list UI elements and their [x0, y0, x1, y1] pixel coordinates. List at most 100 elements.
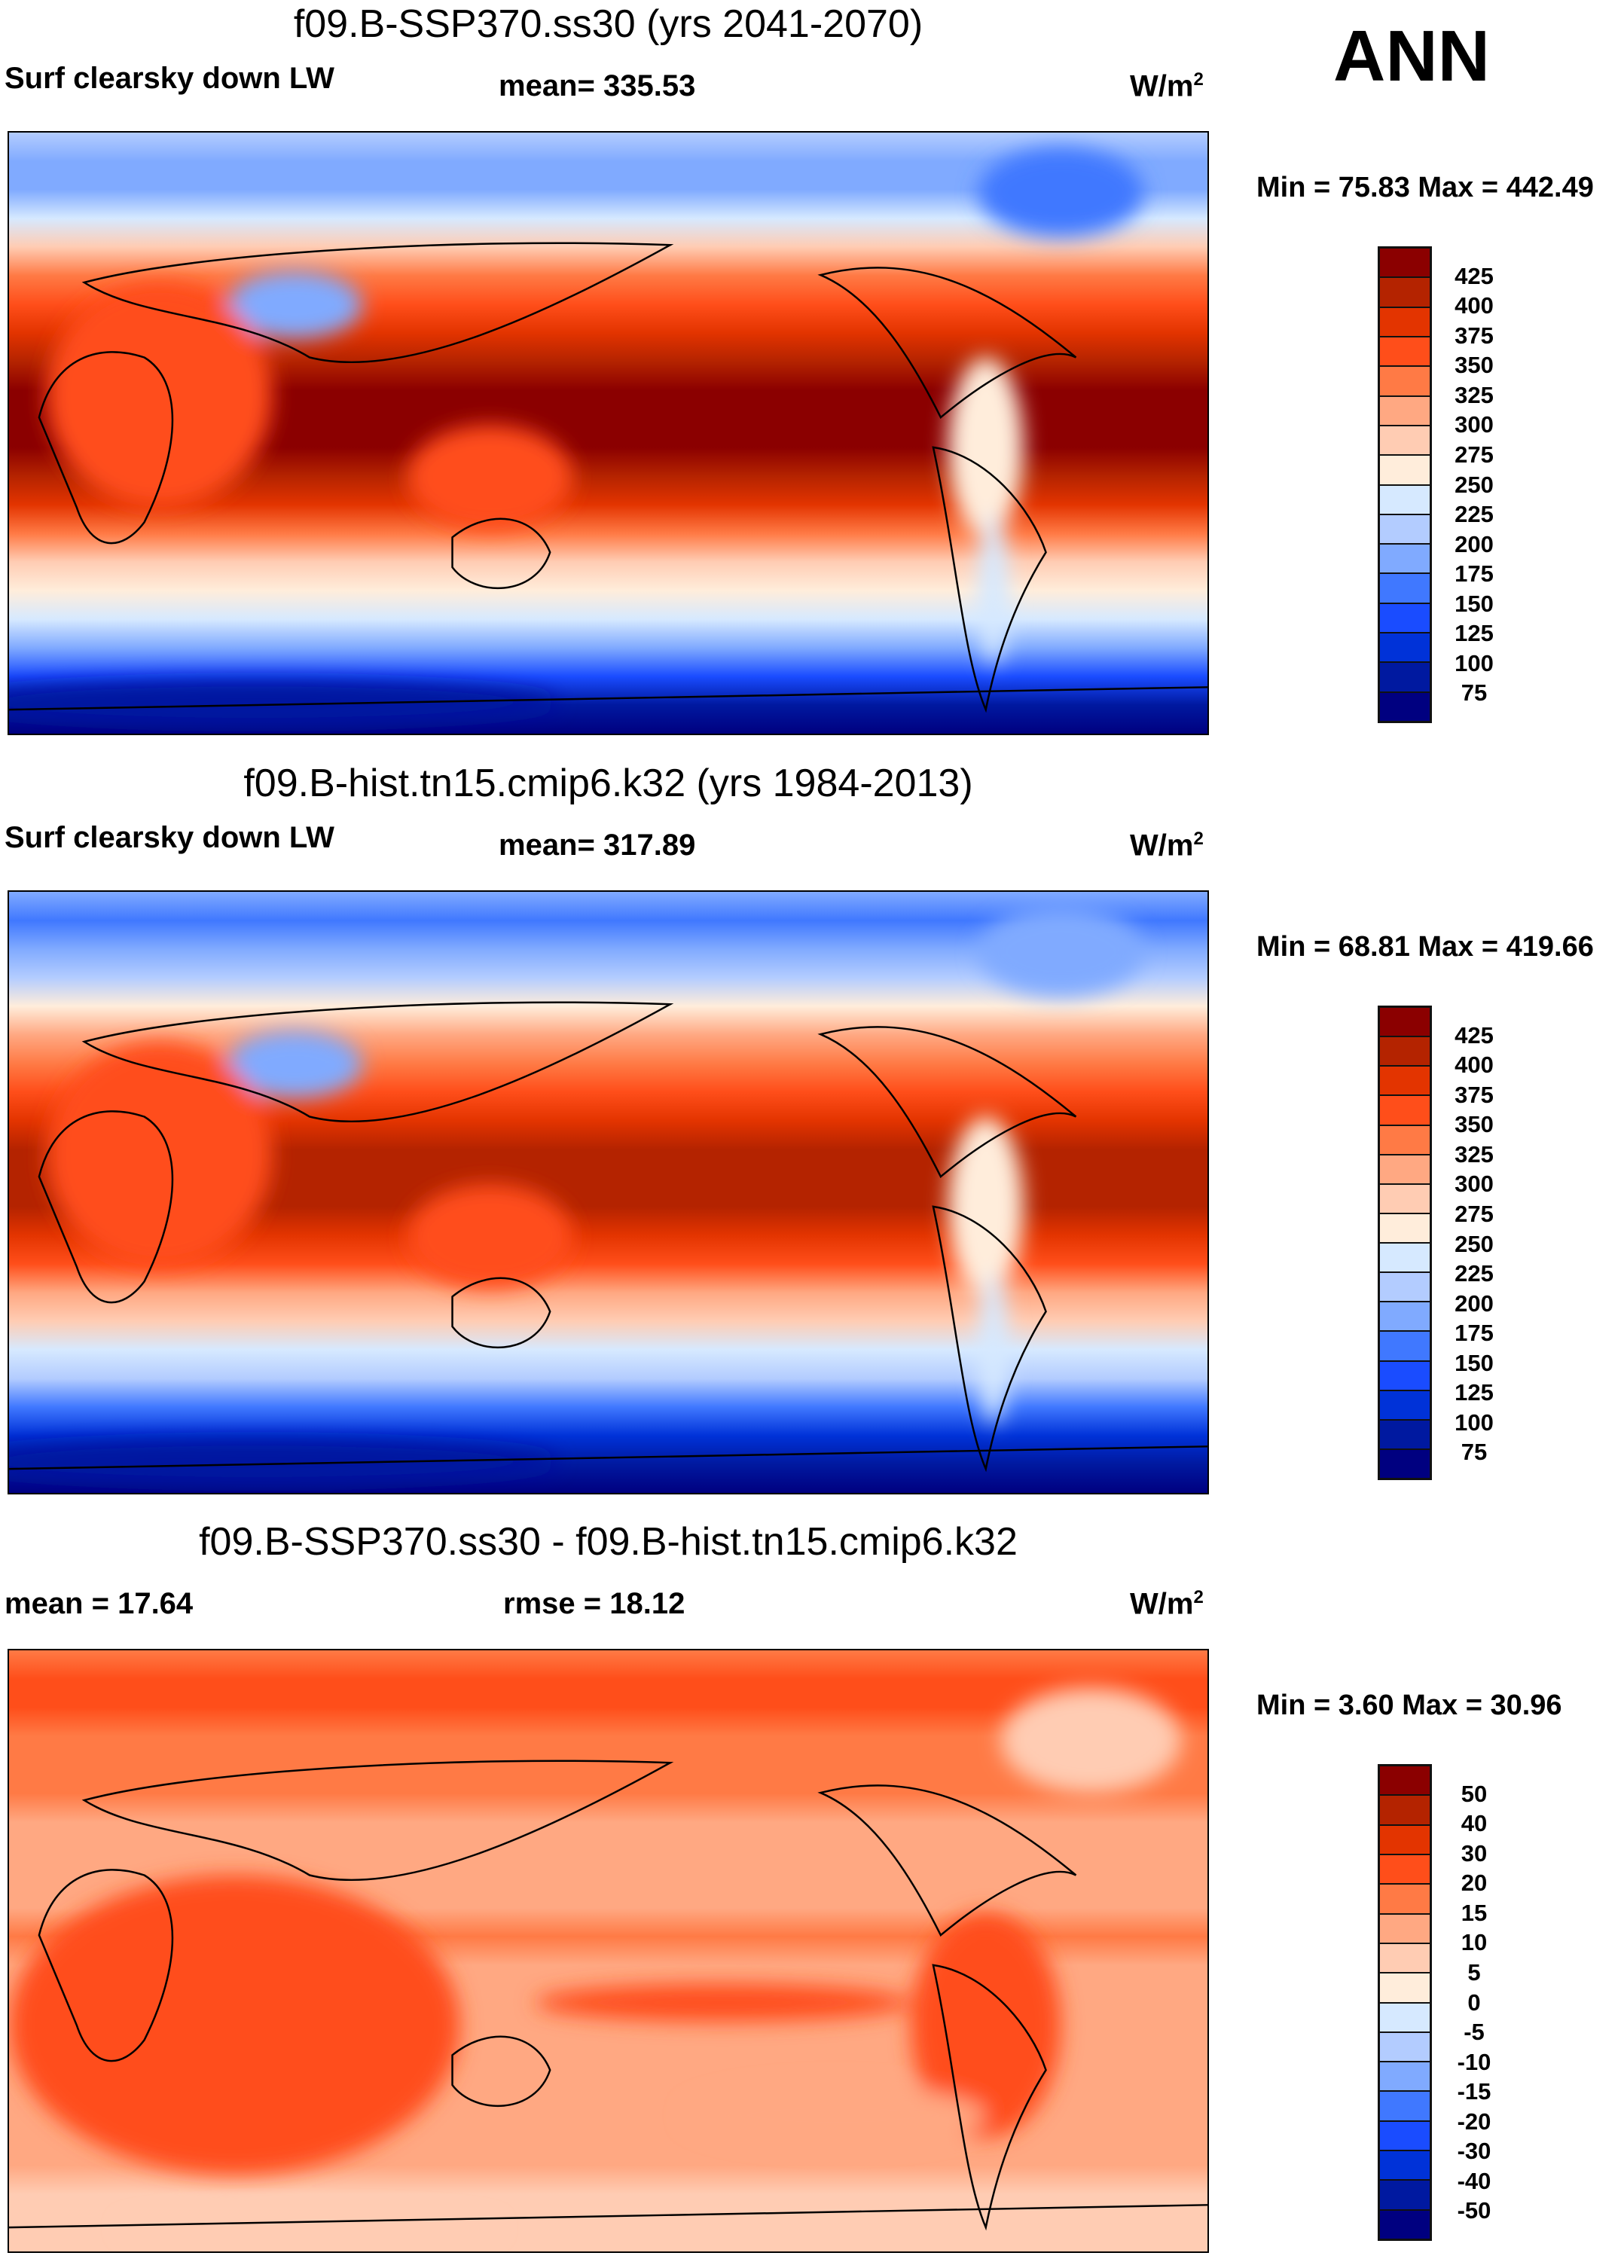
- colorbar-swatch: [1380, 1096, 1430, 1126]
- colorbar-tick-label: 100: [1455, 1409, 1494, 1436]
- colorbar-tick-label: 175: [1455, 1320, 1494, 1347]
- panel-title: f09.B-SSP370.ss30 - f09.B-hist.tn15.cmip…: [199, 1520, 1018, 1564]
- colorbar-swatch: [1380, 367, 1430, 397]
- min-max-label: Min = 75.83 Max = 442.49: [1256, 172, 1594, 203]
- units-text: W/m: [1130, 69, 1194, 103]
- colorbar-swatch: [1380, 1332, 1430, 1362]
- colorbar-tick-label: 375: [1455, 1081, 1494, 1108]
- colorbar-swatch: [1380, 1914, 1430, 1944]
- colorbar-swatch: [1380, 307, 1430, 337]
- map-panel: [8, 1649, 1209, 2253]
- colorbar-swatch: [1380, 1449, 1430, 1478]
- colorbar-tick-label: 375: [1455, 322, 1494, 349]
- variable-label: Surf clearsky down LW: [5, 821, 334, 854]
- colorbar-tick-label: -50: [1457, 2197, 1491, 2224]
- colorbar-swatch: [1380, 1244, 1430, 1274]
- colorbar-swatch: [1380, 396, 1430, 426]
- colorbar-swatch: [1380, 1008, 1430, 1038]
- colorbar-swatch: [1380, 692, 1430, 721]
- colorbar-swatch: [1380, 2062, 1430, 2092]
- colorbar-swatch: [1380, 1825, 1430, 1855]
- colorbar-tick-label: 225: [1455, 501, 1494, 528]
- colorbar-tick-label: 75: [1461, 679, 1488, 707]
- colorbar-tick-label: 225: [1455, 1260, 1494, 1287]
- contour-region: [978, 1274, 1009, 1424]
- colorbar-swatch: [1380, 1155, 1430, 1185]
- colorbar-swatch: [1380, 603, 1430, 634]
- colorbar-tick-label: 400: [1455, 292, 1494, 319]
- colorbar-tick-label: 50: [1461, 1780, 1488, 1807]
- contour-region: [948, 357, 1024, 538]
- units-label: W/m2: [1130, 829, 1204, 862]
- colorbar: [1378, 1006, 1432, 1480]
- colorbar-tick-label: 20: [1461, 1870, 1488, 1897]
- colorbar-tick-label: 15: [1461, 1899, 1488, 1926]
- colorbar-ticks: 425 400 375 350 325 300 275 250 225 200 175 150 125 1…: [1440, 1006, 1508, 1482]
- colorbar-swatch: [1380, 2121, 1430, 2152]
- contour-region: [227, 1030, 362, 1098]
- colorbar-tick-label: -20: [1457, 2108, 1491, 2135]
- units-label: W/m2: [1130, 69, 1204, 103]
- units-text: W/m: [1130, 829, 1194, 862]
- colorbar-swatch: [1380, 337, 1430, 368]
- units-exponent: 2: [1193, 1587, 1204, 1607]
- colorbar-swatch: [1380, 1796, 1430, 1826]
- variable-label: Surf clearsky down LW: [5, 62, 334, 95]
- colorbar-tick-label: 275: [1455, 1200, 1494, 1227]
- contour-region: [535, 1983, 911, 2022]
- map-panel: [8, 131, 1209, 735]
- min-max-label: Min = 3.60 Max = 30.96: [1256, 1690, 1562, 1721]
- units-label: W/m2: [1130, 1587, 1204, 1621]
- colorbar-swatch: [1380, 1766, 1430, 1796]
- colorbar-tick-label: 350: [1455, 352, 1494, 379]
- colorbar-swatch: [1380, 2092, 1430, 2122]
- contour-region: [978, 514, 1009, 665]
- coastlines: [9, 1760, 1207, 2231]
- mean-label: mean= 335.53: [499, 69, 696, 102]
- colorbar-tick-label: -5: [1464, 2019, 1485, 2046]
- mean-label: mean= 317.89: [499, 829, 696, 862]
- contour-region: [46, 1042, 273, 1267]
- colorbar-swatch: [1380, 1037, 1430, 1067]
- colorbar-swatch: [1380, 1943, 1430, 1974]
- colorbar-ticks: 425 400 375 350 325 300 275 250 225 200 175 150 125 1…: [1440, 246, 1508, 723]
- colorbar-swatch: [1380, 633, 1430, 664]
- contour-region: [978, 147, 1144, 238]
- colorbar-tick-label: 300: [1455, 411, 1494, 438]
- colorbar-swatch: [1380, 514, 1430, 545]
- colorbar: [1378, 1764, 1432, 2241]
- colorbar-tick-label: -40: [1457, 2167, 1491, 2194]
- colorbar-swatch: [1380, 574, 1430, 604]
- colorbar-swatch: [1380, 663, 1430, 693]
- contour-region: [46, 282, 273, 508]
- units-exponent: 2: [1193, 69, 1204, 90]
- colorbar-swatch: [1380, 2003, 1430, 2033]
- contour-region: [9, 1875, 460, 2175]
- colorbar-tick-label: 200: [1455, 530, 1494, 557]
- min-max-label: Min = 68.81 Max = 419.66: [1256, 931, 1594, 963]
- colorbar-tick-label: 325: [1455, 381, 1494, 408]
- colorbar-tick-label: 275: [1455, 441, 1494, 468]
- panel-title: f09.B-SSP370.ss30 (yrs 2041-2070): [293, 2, 923, 46]
- colorbar-tick-label: 10: [1461, 1929, 1488, 1956]
- colorbar-tick-label: 325: [1455, 1140, 1494, 1168]
- coastlines: [9, 242, 1207, 713]
- contour-region: [948, 1116, 1024, 1297]
- colorbar-tick-label: 425: [1455, 1021, 1494, 1049]
- contour-region: [407, 425, 573, 530]
- colorbar-tick-label: 175: [1455, 560, 1494, 588]
- contour-region: [407, 1184, 573, 1290]
- colorbar-swatch: [1380, 2151, 1430, 2181]
- colorbar-swatch: [1380, 1885, 1430, 1915]
- colorbar-swatch: [1380, 1273, 1430, 1303]
- colorbar-tick-label: 40: [1461, 1810, 1488, 1837]
- colorbar-swatch: [1380, 1973, 1430, 2004]
- colorbar-swatch: [1380, 545, 1430, 575]
- colorbar-swatch: [1380, 278, 1430, 308]
- colorbar-tick-label: 300: [1455, 1171, 1494, 1198]
- colorbar-tick-label: -30: [1457, 2138, 1491, 2165]
- colorbar-tick-label: 5: [1467, 1958, 1481, 1986]
- units-text: W/m: [1130, 1587, 1194, 1621]
- colorbar-tick-label: 75: [1461, 1439, 1488, 1466]
- colorbar-ticks: 50 40 30 20 15 10 5 0 -5 -10 -15 -20 -30 -40 -50: [1440, 1764, 1508, 2241]
